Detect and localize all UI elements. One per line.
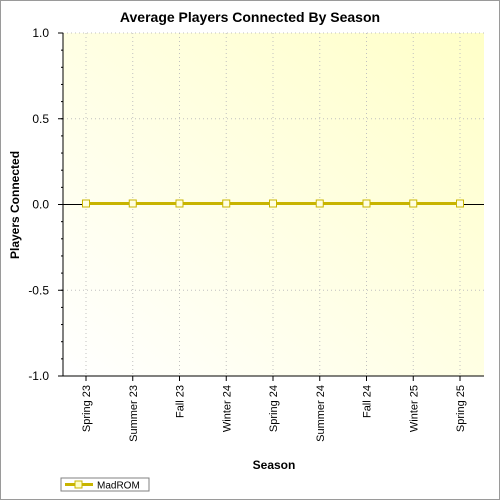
x-tick-label: Spring 24	[268, 385, 280, 432]
x-tick-label: Winter 25	[408, 385, 420, 432]
data-point	[269, 199, 277, 208]
y-tick-label: 0.0	[32, 198, 49, 212]
y-tick-label: 1.0	[32, 26, 49, 40]
x-tick-label: Summer 24	[315, 385, 327, 442]
data-point	[222, 199, 231, 208]
data-point	[82, 199, 90, 208]
x-axis-label: Season	[253, 458, 296, 472]
legend-marker	[74, 480, 83, 489]
legend-label: MadROM	[97, 481, 140, 492]
data-point	[128, 199, 137, 208]
x-tick-label: Fall 23	[175, 385, 187, 418]
legend: MadROM	[60, 477, 150, 492]
data-point	[175, 199, 184, 208]
chart-title: Average Players Connected By Season	[120, 9, 380, 25]
legend-box	[60, 477, 150, 492]
x-tick-label: Spring 25	[455, 385, 467, 432]
x-tick-label: Spring 23	[81, 385, 93, 432]
data-point	[409, 199, 418, 208]
x-axis: Spring 23 Summer 23 Fall 23 Winter 24 Spring…	[63, 375, 484, 442]
y-axis: 1.0 0.5 0.0 -0.5 -1.0	[28, 26, 64, 383]
y-axis-label: Players Connected	[8, 151, 22, 259]
x-tick-label: Summer 23	[128, 385, 140, 442]
y-tick-label: -1.0	[28, 369, 49, 383]
data-point	[315, 199, 324, 208]
x-tick-label: Winter 24	[221, 385, 233, 432]
x-tick-label: Fall 24	[362, 385, 374, 418]
data-point	[456, 199, 464, 208]
y-tick-label: -0.5	[28, 283, 49, 297]
data-point	[362, 199, 371, 208]
series-layer	[82, 199, 464, 208]
y-tick-label: 0.5	[32, 112, 49, 126]
